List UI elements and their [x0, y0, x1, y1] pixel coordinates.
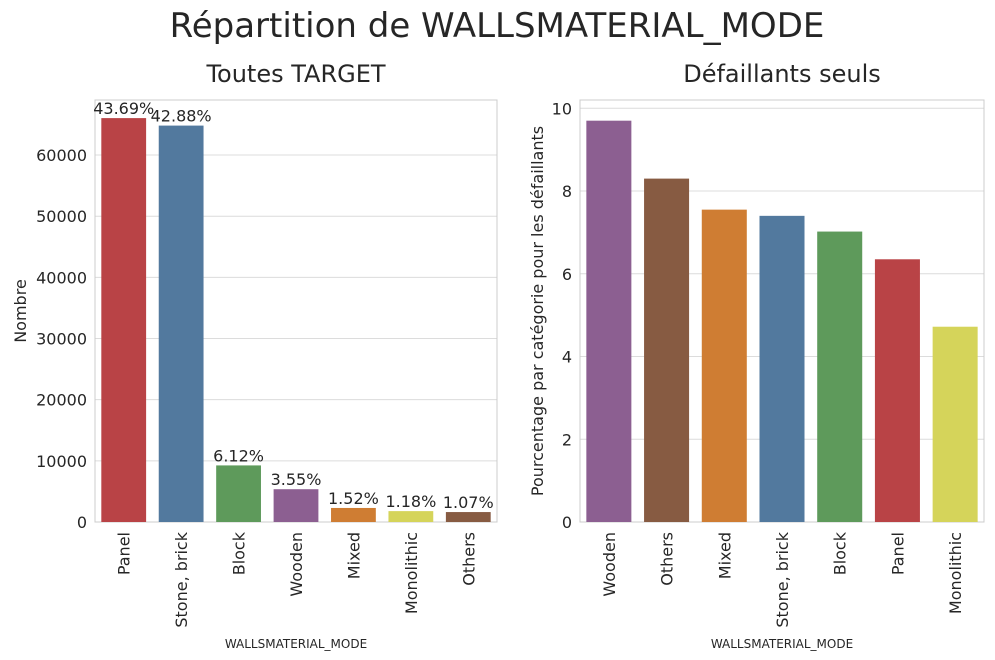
chart-title: Toutes TARGET	[205, 60, 385, 88]
data-label-monolithic: 1.18%	[385, 492, 436, 511]
bar-monolithic	[388, 511, 434, 522]
x-tick-label-wooden: Wooden	[600, 532, 619, 597]
bar-mixed	[331, 507, 376, 522]
y-tick-label: 60000	[36, 146, 87, 165]
plot-frame	[94, 99, 498, 523]
bar-stone-brick	[759, 215, 805, 522]
chart-title: Défaillants seuls	[683, 60, 881, 88]
y-tick-label: 20000	[36, 391, 87, 410]
y-tick-label: 30000	[36, 330, 87, 349]
bar-block	[216, 465, 261, 522]
y-tick-label: 6	[562, 265, 572, 284]
figure-title: Répartition de WALLSMATERIAL_MODE	[170, 6, 825, 46]
bar-panel	[101, 118, 147, 523]
y-tick-label: 0	[562, 513, 572, 532]
y-tick-label: 0	[77, 513, 87, 532]
bar-panel	[874, 259, 920, 522]
x-tick-label-wooden: Wooden	[287, 532, 306, 597]
y-tick-label: 4	[562, 348, 572, 367]
x-tick-label-panel: Panel	[115, 532, 134, 575]
x-tick-label-panel: Panel	[888, 532, 907, 575]
x-tick-label-stone-brick: Stone, brick	[172, 531, 191, 627]
bar-wooden	[586, 120, 632, 522]
x-tick-label-others: Others	[658, 532, 677, 586]
bar-stone-brick	[158, 125, 204, 522]
data-label-stone-brick: 42.88%	[151, 107, 212, 126]
x-tick-label-block: Block	[230, 531, 249, 575]
bar-others	[445, 512, 491, 522]
data-label-block: 6.12%	[213, 446, 264, 465]
bar-monolithic	[932, 326, 978, 522]
x-tick-label-stone-brick: Stone, brick	[773, 531, 792, 627]
data-label-panel: 43.69%	[93, 99, 154, 118]
x-axis-label: WALLSMATERIAL_MODE	[225, 637, 367, 651]
y-tick-label: 2	[562, 430, 572, 449]
x-tick-label-monolithic: Monolithic	[946, 532, 965, 614]
x-tick-label-others: Others	[459, 532, 478, 586]
bar-others	[644, 178, 690, 522]
data-label-mixed: 1.52%	[328, 489, 379, 508]
x-tick-label-block: Block	[831, 531, 850, 575]
x-axis-label: WALLSMATERIAL_MODE	[711, 637, 853, 651]
bar-wooden	[273, 489, 319, 522]
x-tick-label-mixed: Mixed	[344, 532, 363, 579]
x-tick-label-mixed: Mixed	[715, 532, 734, 579]
chart-all-target: Toutes TARGET 0 10000 20000 30000 40000 50000 6…	[11, 60, 498, 651]
y-axis-label: Pourcentage par catégorie pour les défai…	[528, 126, 547, 496]
data-label-wooden: 3.55%	[271, 470, 322, 489]
y-tick-label: 8	[562, 182, 572, 201]
x-tick-label-monolithic: Monolithic	[402, 532, 421, 614]
bar-mixed	[701, 209, 747, 522]
y-tick-label: 50000	[36, 207, 87, 226]
y-tick-label: 40000	[36, 268, 87, 287]
bar-block	[817, 231, 863, 523]
data-label-others: 1.07%	[443, 493, 494, 512]
y-tick-label: 10	[552, 99, 572, 118]
y-tick-label: 10000	[36, 452, 87, 471]
y-axis-label: Nombre	[11, 279, 30, 343]
chart-defaulters-only: Défaillants seuls 0 2 4 6 8 10 Wooden Others Mixe…	[528, 60, 985, 651]
